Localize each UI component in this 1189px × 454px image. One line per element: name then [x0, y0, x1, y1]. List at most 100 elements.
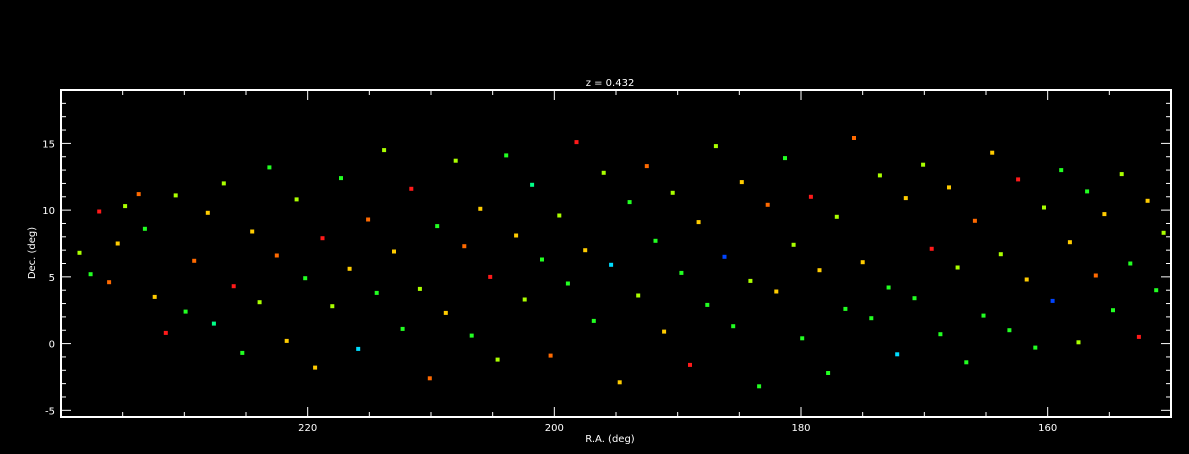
data-point — [504, 153, 509, 158]
data-point — [921, 162, 926, 167]
data-point — [713, 144, 718, 149]
data-point — [115, 241, 120, 246]
data-point — [895, 352, 900, 357]
plot-frame — [60, 89, 1172, 418]
data-point — [722, 254, 727, 259]
data-point — [981, 313, 986, 318]
data-point — [912, 296, 917, 301]
data-point — [1154, 288, 1159, 293]
data-point — [163, 330, 168, 335]
data-point — [356, 346, 361, 351]
data-point — [748, 278, 753, 283]
data-point — [1161, 230, 1166, 235]
data-point — [826, 371, 831, 375]
data-point — [1024, 277, 1029, 282]
data-point — [739, 180, 744, 185]
data-point — [77, 250, 82, 255]
data-point — [1076, 340, 1081, 345]
data-point — [1007, 328, 1012, 333]
data-point — [696, 220, 701, 225]
data-point — [540, 257, 544, 262]
data-point — [774, 289, 779, 294]
data-point — [565, 281, 570, 286]
data-point — [972, 218, 977, 223]
data-point — [205, 210, 210, 215]
data-point — [462, 244, 467, 249]
data-point — [964, 360, 969, 365]
data-point — [1059, 168, 1064, 173]
data-point — [955, 265, 960, 270]
data-point — [1033, 345, 1038, 350]
data-point — [852, 136, 856, 140]
data-point — [886, 285, 891, 290]
data-point — [400, 326, 405, 331]
data-points — [77, 136, 1166, 389]
data-point — [530, 182, 535, 187]
data-point — [670, 190, 675, 195]
data-point — [382, 148, 387, 153]
data-point — [834, 214, 839, 219]
data-point — [998, 252, 1003, 257]
data-point — [192, 258, 197, 263]
data-point — [488, 274, 493, 279]
data-point — [1016, 177, 1021, 182]
data-point — [548, 353, 553, 358]
data-point — [374, 290, 379, 295]
data-point — [1067, 240, 1072, 245]
data-point — [791, 242, 796, 247]
data-point — [644, 164, 649, 169]
data-point — [783, 156, 787, 161]
data-point — [435, 224, 440, 229]
data-point — [662, 329, 667, 334]
data-point — [869, 316, 874, 321]
data-point — [136, 192, 141, 197]
data-point — [152, 294, 157, 299]
y-tick-label: 5 — [49, 273, 55, 284]
data-point — [1042, 205, 1046, 210]
x-axis-label: R.A. (deg) — [585, 434, 635, 445]
data-point — [313, 365, 318, 370]
data-point — [443, 310, 448, 315]
data-point — [303, 276, 308, 281]
data-point — [330, 304, 335, 309]
data-point — [636, 293, 641, 298]
data-point — [653, 238, 658, 243]
data-point — [183, 309, 188, 314]
data-point — [1102, 212, 1107, 217]
data-point — [392, 249, 396, 254]
data-point — [929, 246, 934, 251]
data-point — [320, 236, 325, 241]
axis-ticks: 220 200 180 160 -5 0 5 10 15 — [42, 89, 1171, 434]
data-point — [469, 333, 474, 338]
data-point — [947, 185, 951, 190]
data-point — [339, 176, 343, 181]
y-axis-label: Dec. (deg) — [27, 227, 38, 279]
data-point — [990, 150, 995, 155]
data-point — [240, 350, 245, 355]
data-point — [522, 297, 527, 302]
data-point — [366, 217, 371, 222]
data-point — [800, 336, 805, 341]
data-point — [107, 280, 112, 285]
data-point — [938, 332, 943, 337]
data-point — [1085, 189, 1090, 194]
y-tick-label: 10 — [42, 206, 55, 217]
data-point — [557, 213, 562, 218]
y-tick-label: 15 — [42, 139, 55, 150]
data-point — [257, 300, 262, 305]
x-tick-label: 160 — [1038, 423, 1057, 434]
data-point — [617, 380, 622, 385]
data-point — [294, 197, 299, 202]
data-point — [765, 202, 770, 207]
data-point — [877, 173, 882, 178]
data-point — [267, 165, 272, 170]
data-point — [1128, 261, 1133, 266]
data-point — [817, 268, 822, 273]
data-point — [97, 209, 102, 214]
data-point — [679, 270, 684, 275]
data-point — [688, 362, 692, 367]
data-point — [88, 272, 93, 277]
data-point — [1145, 198, 1150, 203]
data-point — [347, 266, 352, 271]
